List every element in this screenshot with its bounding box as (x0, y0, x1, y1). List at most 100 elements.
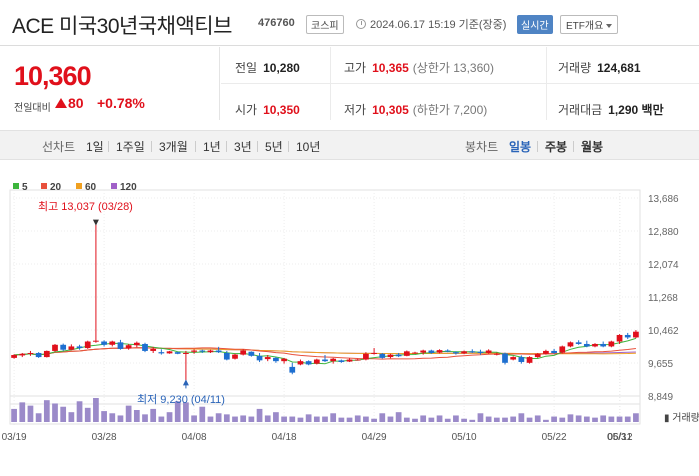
volume-bar (633, 413, 639, 422)
candle-body (117, 342, 124, 349)
timestamp: 2024.06.17 15:19 (370, 19, 456, 31)
max-annotation: 최고 13,037 (03/28) (38, 200, 133, 213)
candle-body (526, 357, 533, 363)
candle-body (289, 366, 296, 373)
change-value: 80 (68, 95, 84, 111)
candle-body (371, 352, 377, 354)
market-badge: 코스피 (306, 15, 344, 34)
realtime-button[interactable]: 실시간 (517, 15, 553, 34)
volume-bar (616, 416, 623, 422)
candle-body (52, 344, 58, 351)
candle-body (19, 353, 26, 356)
volume-bar (101, 411, 107, 422)
volume-bar (477, 413, 484, 422)
candle-body (27, 352, 34, 354)
current-price: 10,360 (14, 61, 92, 91)
candle-body (240, 350, 247, 355)
chevron-down-icon (606, 24, 613, 28)
volume-bar (371, 418, 377, 422)
candle-body (84, 341, 91, 349)
price-chart[interactable]: 13,686 12,880 12,074 11,268 10,462 9,655 8,849… (0, 176, 699, 476)
up-arrow-icon (55, 98, 67, 108)
volume-bar (84, 407, 91, 422)
candle-body (453, 352, 459, 354)
y-tick-label: 12,880 (648, 227, 679, 238)
candle-body (158, 352, 165, 354)
x-tick-label: 04/18 (272, 432, 297, 443)
period-1d[interactable]: 1일 (86, 140, 104, 154)
volume-bar (403, 417, 410, 422)
volume-bar (395, 412, 402, 422)
stat-high: 고가 10,365 (상한가 13,360) (344, 61, 494, 75)
x-tick-label: 03/28 (92, 432, 117, 443)
period-1y[interactable]: 1년 (203, 140, 221, 154)
volume-bar (436, 415, 443, 422)
candle-body (534, 353, 541, 358)
y-tick-label: 9,655 (648, 359, 673, 370)
candle-body (633, 331, 639, 338)
candle-body (330, 358, 337, 362)
volume-bar (19, 402, 26, 422)
volume-bar (469, 419, 476, 422)
y-tick-label: 11,268 (648, 293, 678, 304)
volume-bar (502, 417, 508, 422)
volume-bar (35, 413, 42, 422)
candle-daily[interactable]: 일봉 (509, 140, 532, 154)
x-tick-label: 04/29 (362, 432, 387, 443)
clock-icon (356, 19, 366, 29)
legend-label-ma120: 120 (120, 182, 137, 193)
candle-body (502, 353, 508, 363)
stat-low: 저가 10,305 (하한가 7,200) (344, 103, 488, 117)
volume-bar (256, 408, 263, 422)
volume-bar (363, 416, 369, 422)
period-3y[interactable]: 3년 (234, 140, 252, 154)
volume-bar (305, 414, 312, 422)
price-chart-svg[interactable]: 13,686 12,880 12,074 11,268 10,462 9,655 8,849… (0, 176, 699, 476)
stat-prev-close: 전일 10,280 (235, 61, 300, 75)
change-percent: +0.78% (97, 95, 145, 111)
x-tick-label: 05/31 (607, 432, 632, 443)
candle-body (101, 341, 107, 345)
volume-bar (608, 416, 615, 422)
volume-bar (354, 415, 361, 422)
price-summary: 10,360 전일대비 80 +0.78% (0, 47, 220, 120)
candle-body (207, 350, 214, 353)
candle-body (551, 350, 557, 353)
volume-bar (207, 416, 214, 422)
volume-bar (510, 416, 517, 422)
candle-body (68, 346, 75, 350)
candle-body (469, 351, 476, 353)
candle-body (363, 353, 369, 360)
timestamp-basis: 기준(장중) (458, 19, 507, 31)
volume-bar (420, 415, 427, 422)
candle-body (248, 351, 255, 356)
candle-body (412, 352, 418, 354)
volume-bar (281, 416, 287, 422)
volume-bar (534, 415, 541, 422)
candle-monthly[interactable]: 월봉 (581, 140, 604, 154)
period-3m[interactable]: 3개월 (159, 140, 188, 154)
candle-body (93, 340, 99, 342)
volume-bar (215, 413, 222, 422)
stock-title: ACE 미국30년국채액티브 (12, 15, 232, 38)
x-tick-label: 05/22 (542, 432, 567, 443)
volume-bar (559, 417, 566, 422)
y-tick-label: 12,074 (648, 260, 679, 271)
period-1w[interactable]: 1주일 (116, 140, 145, 154)
candle-body (575, 342, 582, 344)
candle-body (109, 341, 116, 345)
volume-bar (240, 415, 247, 422)
volume-bar (133, 410, 140, 422)
period-5y[interactable]: 5년 (265, 140, 283, 154)
etf-overview-dropdown[interactable]: ETF개요 (560, 15, 619, 34)
min-annotation: 최저 9,230 (04/11) (137, 393, 225, 406)
period-10y[interactable]: 10년 (296, 140, 321, 154)
divider (221, 83, 699, 84)
volume-bar (379, 413, 386, 422)
volume-label: ▮ 거래량 (664, 412, 699, 424)
candle-weekly[interactable]: 주봉 (545, 140, 568, 154)
candle-body (485, 350, 492, 353)
candle-body (183, 352, 189, 354)
volume-bar (232, 416, 238, 422)
volume-bar (273, 412, 279, 422)
